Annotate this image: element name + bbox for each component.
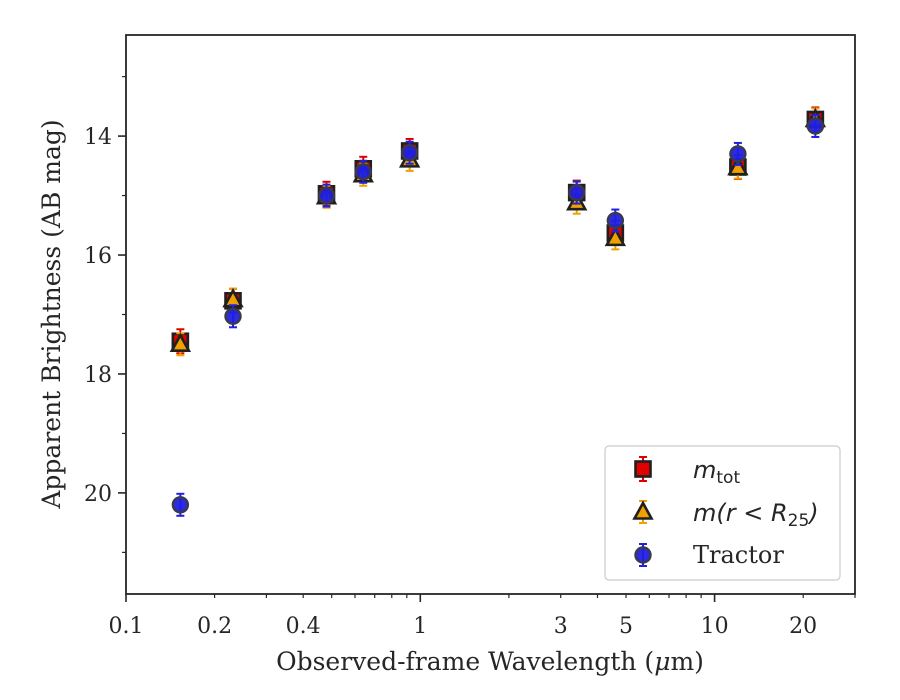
tractor-point bbox=[606, 208, 625, 233]
x-tick-label: 0.1 bbox=[109, 614, 144, 639]
legend-mtot-base: m bbox=[693, 456, 716, 484]
data-points bbox=[169, 106, 827, 517]
legend-key-mtot bbox=[634, 456, 652, 482]
legend-label-mr25: m(r < R25) bbox=[693, 499, 819, 531]
x-axis-title-main: Observed-frame Wavelength ( bbox=[276, 647, 654, 676]
x-tick-label: 0.2 bbox=[197, 614, 232, 639]
y-tick-label: 18 bbox=[84, 363, 112, 388]
legend-mr25-sub: 25 bbox=[788, 511, 810, 531]
y-tick-label: 14 bbox=[84, 125, 112, 150]
x-axis-title-unit: m) bbox=[670, 647, 703, 676]
legend-frame bbox=[604, 445, 841, 581]
legend-key-mr25 bbox=[632, 500, 654, 524]
legend-mtot-sub: tot bbox=[716, 468, 740, 488]
y-tick-label: 16 bbox=[84, 244, 112, 269]
legend-key-tractor bbox=[634, 543, 652, 567]
y-axis-title: Apparent Brightness (AB mag) bbox=[37, 119, 66, 509]
legend: mtot m(r < R25) Tractor bbox=[604, 445, 841, 581]
legend-label-tractor: Tractor bbox=[693, 541, 784, 569]
tractor-point bbox=[729, 141, 747, 166]
y-axis-ticks: 14 16 18 20 bbox=[84, 76, 126, 553]
legend-label-mtot: mtot bbox=[693, 456, 740, 488]
y-tick-label: 20 bbox=[84, 482, 112, 507]
x-tick-label: 3 bbox=[554, 614, 568, 639]
tractor-point bbox=[317, 183, 336, 208]
tractor-point bbox=[171, 492, 190, 517]
x-tick-label: 20 bbox=[789, 614, 817, 639]
legend-mr25-main: m(r < R bbox=[693, 499, 788, 527]
x-axis-title-mu: μ bbox=[654, 647, 670, 676]
tractor-point bbox=[806, 113, 825, 138]
tractor-point bbox=[224, 304, 242, 329]
x-tick-label: 1 bbox=[413, 614, 427, 639]
x-tick-label: 0.4 bbox=[286, 614, 321, 639]
tractor-point bbox=[400, 140, 419, 165]
x-axis-title: Observed-frame Wavelength (μm) bbox=[276, 647, 704, 676]
tractor-point bbox=[354, 159, 372, 184]
x-tick-label: 5 bbox=[619, 614, 633, 639]
legend-mr25-close: ) bbox=[807, 499, 818, 527]
plot-frame bbox=[125, 34, 856, 595]
mr25-point bbox=[169, 332, 192, 357]
tractor-point bbox=[568, 180, 586, 205]
x-axis-ticks: 0.1 0.2 0.4 1 3 5 10 20 bbox=[109, 594, 856, 639]
x-tick-label: 10 bbox=[701, 614, 729, 639]
legend-keys bbox=[632, 456, 654, 567]
